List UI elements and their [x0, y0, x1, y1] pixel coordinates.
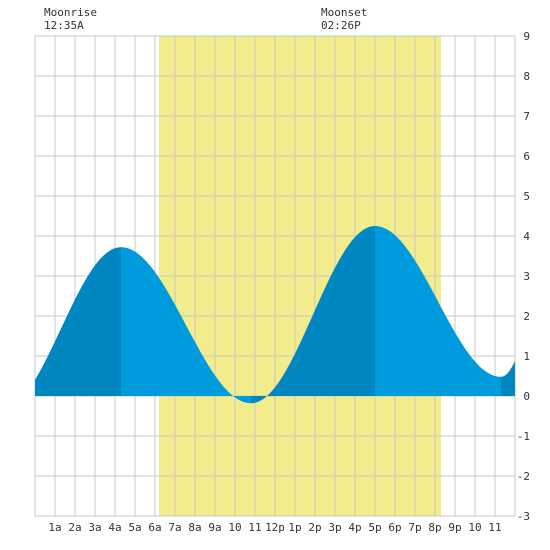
y-tick-label: 6 [523, 150, 530, 163]
x-tick-label: 2p [308, 521, 321, 534]
y-tick-label: 7 [523, 110, 530, 123]
grid-layer [34, 35, 516, 517]
x-tick-label: 9p [448, 521, 461, 534]
y-tick-label: 2 [523, 310, 530, 323]
tide-area-layer [35, 226, 515, 404]
rising-tide-area [35, 247, 121, 396]
plot-frame [34, 35, 516, 517]
x-tick-label: 7a [168, 521, 181, 534]
falling-tide-area [375, 226, 501, 396]
x-tick-label: 4p [348, 521, 361, 534]
x-tick-label: 4a [108, 521, 121, 534]
y-axis-labels: 9 8 7 6 5 4 3 2 1 0 -1 -2 -3 [517, 30, 531, 523]
rising-tide-area [251, 226, 375, 404]
moonrise-label: Moonrise [44, 6, 97, 19]
y-tick-label: -3 [517, 510, 530, 523]
x-tick-label: 11 [248, 521, 261, 534]
moonset-time: 02:26P [321, 19, 361, 32]
x-tick-label: 10 [468, 521, 481, 534]
x-tick-label: 1p [288, 521, 301, 534]
y-tick-label: 8 [523, 70, 530, 83]
x-tick-label: 6a [148, 521, 161, 534]
y-tick-label: 4 [523, 230, 530, 243]
x-tick-label: 1a [48, 521, 61, 534]
x-tick-label: 9a [208, 521, 221, 534]
x-tick-label: 3a [88, 521, 101, 534]
rising-tide-area [501, 360, 515, 396]
x-tick-label: 11 [488, 521, 501, 534]
y-tick-label: 1 [523, 350, 530, 363]
y-tick-label: -2 [517, 470, 530, 483]
x-tick-label: 5p [368, 521, 381, 534]
x-tick-label: 2a [68, 521, 81, 534]
y-tick-label: 9 [523, 30, 530, 43]
y-tick-label: 5 [523, 190, 530, 203]
falling-tide-area [121, 247, 251, 404]
x-tick-label: 3p [328, 521, 341, 534]
y-tick-label: -1 [517, 430, 530, 443]
x-tick-label: 7p [408, 521, 421, 534]
x-tick-label: 12p [265, 521, 285, 534]
x-tick-label: 8p [428, 521, 441, 534]
y-tick-label: 0 [523, 390, 530, 403]
x-tick-label: 8a [188, 521, 201, 534]
moonset-label: Moonset [321, 6, 367, 19]
x-tick-label: 10 [228, 521, 241, 534]
moonrise-time: 12:35A [44, 19, 84, 32]
x-tick-label: 5a [128, 521, 141, 534]
x-axis-labels: 1a 2a 3a 4a 5a 6a 7a 8a 9a 10 11 12p 1p 2p 3p 4p 5p 6p 7p 8… [48, 521, 501, 534]
x-tick-label: 6p [388, 521, 401, 534]
y-tick-label: 3 [523, 270, 530, 283]
